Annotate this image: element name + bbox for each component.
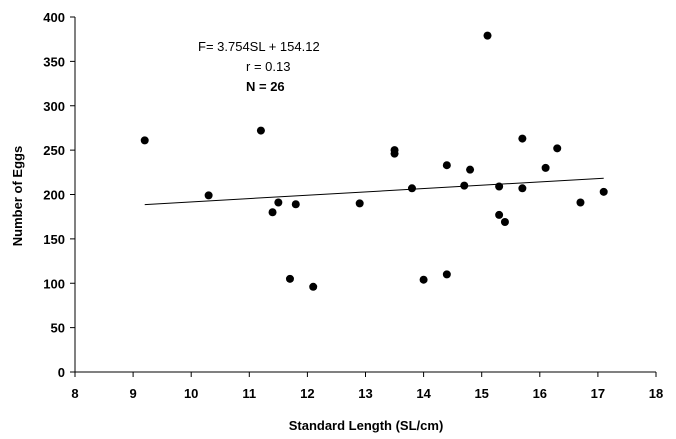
x-tick-label: 9 [129, 386, 136, 401]
x-tick-label: 13 [358, 386, 372, 401]
data-point [518, 134, 527, 143]
x-axis-ticks: 8 9 10 11 12 13 14 15 16 17 18 [71, 372, 663, 401]
data-point [204, 191, 213, 200]
y-axis-ticks: 0 50 100 150 200 250 300 350 400 [43, 10, 75, 380]
data-point [355, 199, 364, 208]
y-axis-title: Number of Eggs [10, 146, 25, 246]
data-point [599, 187, 608, 196]
x-tick-label: 16 [533, 386, 547, 401]
x-tick-label: 12 [300, 386, 314, 401]
data-point [390, 149, 399, 158]
trendline [144, 177, 604, 206]
data-point [495, 182, 504, 191]
x-axis-title: Standard Length (SL/cm) [289, 418, 444, 433]
equation-annotation: F= 3.754SL + 154.12 [198, 39, 320, 54]
r-annotation: r = 0.13 [246, 59, 290, 74]
x-tick-label: 18 [649, 386, 663, 401]
data-point [291, 200, 300, 209]
x-tick-label: 17 [591, 386, 605, 401]
data-point [256, 126, 265, 135]
data-point [483, 31, 492, 40]
data-point [419, 275, 428, 284]
data-point [466, 165, 475, 174]
data-point [553, 144, 562, 153]
data-points [140, 31, 608, 291]
x-tick-label: 11 [242, 386, 256, 401]
y-tick-label: 100 [43, 276, 65, 291]
data-point [576, 198, 585, 207]
plot-frame [74, 17, 656, 373]
data-point [274, 198, 283, 207]
y-tick-label: 150 [43, 232, 65, 247]
data-point [500, 218, 509, 227]
data-point [140, 136, 149, 145]
y-tick-label: 200 [43, 188, 65, 203]
x-tick-label: 14 [416, 386, 431, 401]
y-tick-label: 400 [43, 10, 65, 25]
data-point [442, 270, 451, 279]
data-point [407, 184, 416, 193]
data-point [518, 184, 527, 193]
y-tick-label: 350 [43, 54, 65, 69]
data-point [285, 274, 294, 283]
data-point [495, 210, 504, 219]
data-point [309, 282, 318, 291]
x-tick-label: 15 [474, 386, 488, 401]
x-tick-label: 8 [71, 386, 78, 401]
data-point [460, 181, 469, 190]
y-tick-label: 300 [43, 99, 65, 114]
data-point [268, 208, 277, 217]
data-point [442, 161, 451, 170]
y-tick-label: 50 [51, 321, 65, 336]
n-annotation: N = 26 [246, 79, 285, 94]
x-tick-label: 10 [184, 386, 198, 401]
y-tick-label: 0 [58, 365, 65, 380]
y-tick-label: 250 [43, 143, 65, 158]
data-point [541, 163, 550, 172]
